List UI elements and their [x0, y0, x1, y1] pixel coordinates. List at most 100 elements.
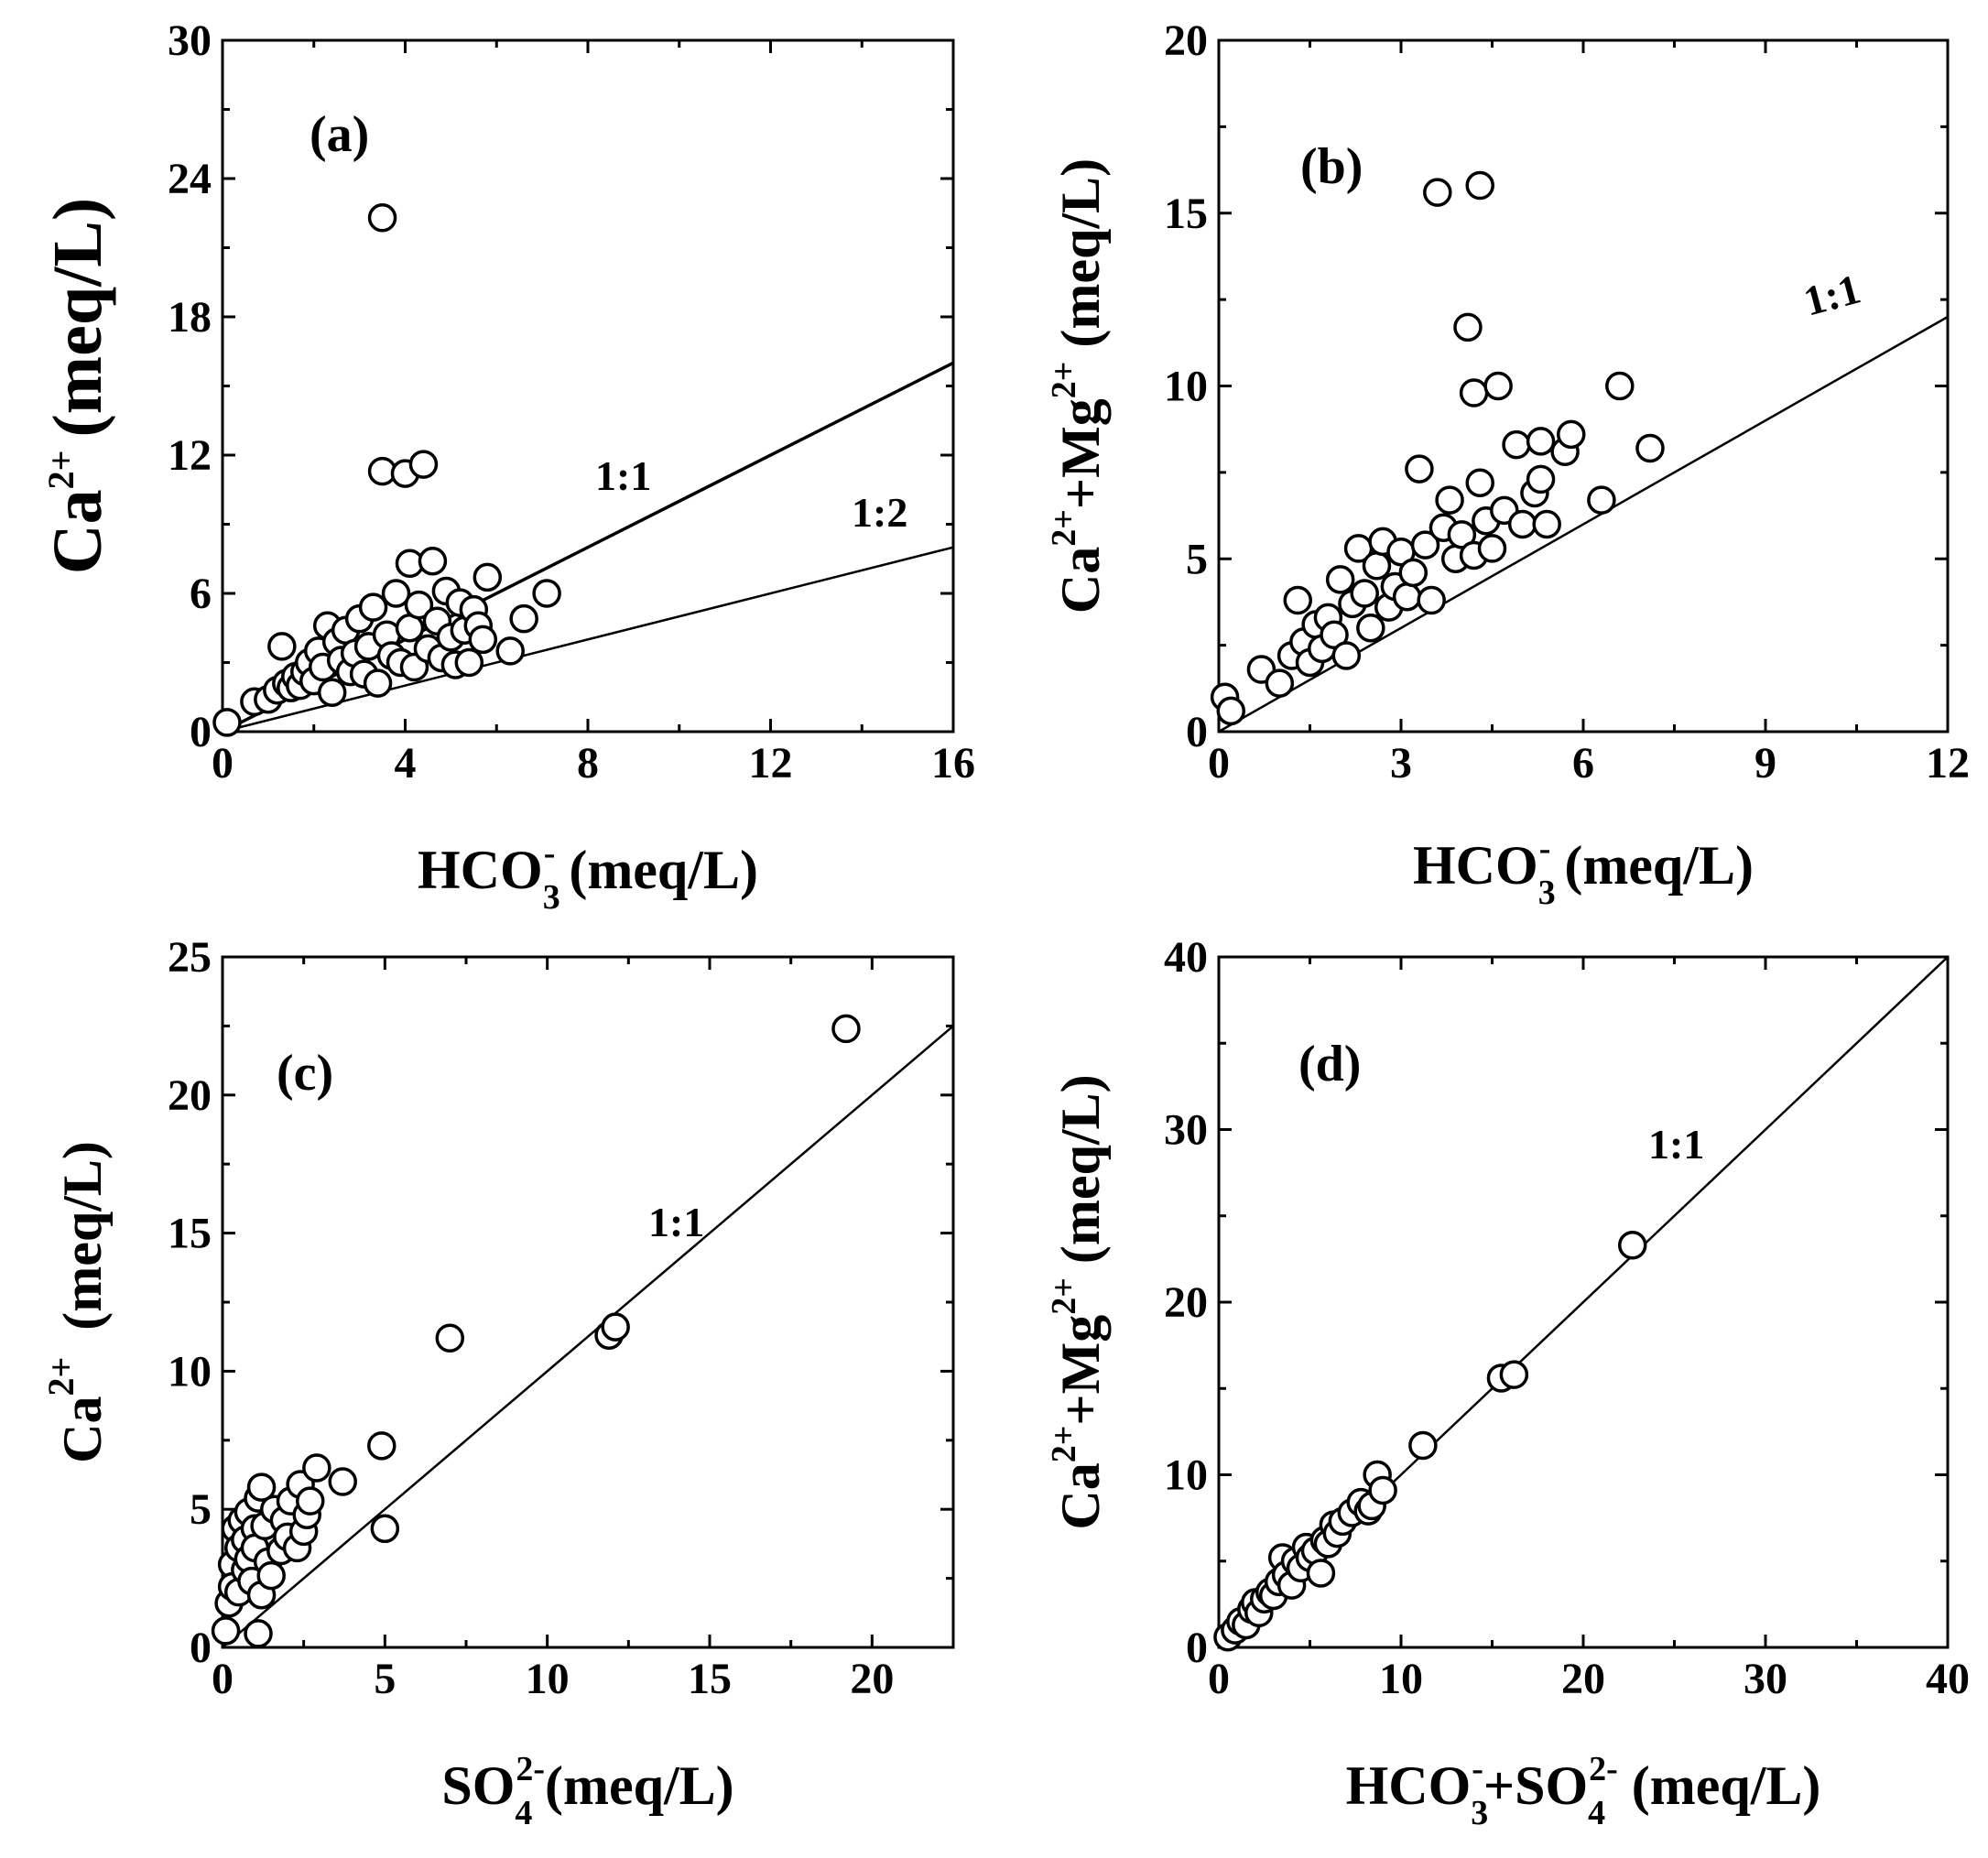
data-point: [244, 1619, 273, 1648]
data-point: [1605, 371, 1635, 401]
panel-label: (d): [1298, 1036, 1361, 1092]
data-point: [454, 647, 484, 678]
data-point: [1635, 433, 1665, 463]
data-point: [1423, 178, 1452, 207]
y-tick-label: 0: [190, 1624, 212, 1672]
x-tick-label: 20: [850, 1655, 894, 1703]
data-point: [831, 1014, 861, 1044]
data-point: [367, 1431, 397, 1461]
data-point: [532, 579, 561, 608]
x-tick-label: 3: [1390, 739, 1412, 788]
y-tick-label: 6: [190, 570, 212, 618]
data-point: [1459, 378, 1489, 407]
data-point: [246, 1472, 277, 1502]
data-point: [370, 1514, 400, 1544]
y-tick-label: 5: [190, 1485, 212, 1534]
y-tick-label: 0: [190, 708, 212, 756]
data-point: [317, 678, 347, 707]
panel-label: (a): [310, 106, 369, 163]
data-point: [1507, 509, 1537, 539]
y-tick-label: 20: [1164, 1278, 1208, 1327]
data-point: [1325, 565, 1355, 594]
y-axis-title: Ca2+(meq/L): [39, 198, 116, 574]
ref-line-1-1: [223, 1025, 953, 1647]
data-point: [495, 636, 525, 666]
y-tick-label: 30: [1164, 1106, 1208, 1155]
y-axis-title: Ca2++Mg2+ (meq/L): [1045, 1074, 1111, 1529]
x-tick-label: 6: [1572, 739, 1594, 788]
y-tick-label: 24: [168, 155, 212, 203]
data-point: [1526, 464, 1556, 494]
data-point: [1350, 579, 1379, 608]
x-tick-label: 40: [1926, 1655, 1970, 1703]
data-point: [1405, 454, 1434, 484]
y-axis-title: Ca2++Mg2+ (meq/L): [1045, 158, 1111, 614]
x-tick-label: 4: [395, 739, 417, 788]
x-tick-label: 0: [212, 1655, 234, 1703]
x-tick-label: 5: [374, 1655, 396, 1703]
data-point: [1465, 170, 1494, 201]
ref-line-label: 1:2: [852, 489, 907, 536]
y-tick-label: 18: [168, 293, 212, 342]
data-point: [1556, 419, 1586, 450]
y-tick-label: 15: [1164, 190, 1208, 238]
x-tick-label: 16: [931, 739, 975, 788]
data-point: [1435, 485, 1464, 515]
data-point: [302, 1453, 331, 1483]
data-point: [1283, 585, 1312, 615]
data-point: [1447, 520, 1477, 549]
y-tick-label: 10: [1164, 1451, 1208, 1500]
panel-d: 1:1 0 10 20 30 40 0 10 20 30 40 (d) HCO3-+SO42- (meq…: [1045, 933, 1970, 1832]
y-tick-label: 0: [1186, 708, 1208, 756]
data-point: [1392, 582, 1422, 612]
y-tick-label: 40: [1164, 933, 1208, 982]
data-point: [1362, 551, 1392, 581]
data-point: [1216, 696, 1246, 726]
data-point: [381, 579, 411, 608]
x-tick-label: 0: [1208, 739, 1230, 788]
data-point: [1417, 585, 1446, 615]
data-point: [363, 668, 393, 698]
y-tick-label: 12: [168, 431, 212, 480]
data-point: [1331, 641, 1362, 670]
x-tick-label: 20: [1561, 1655, 1605, 1703]
x-tick-label: 0: [1208, 1655, 1230, 1703]
data-point: [211, 1616, 241, 1646]
data-point: [1453, 312, 1483, 342]
data-point: [1532, 509, 1561, 539]
y-tick-label: 15: [168, 1210, 212, 1258]
x-tick-label: 30: [1744, 1655, 1787, 1703]
x-tick-label: 8: [577, 739, 599, 788]
ref-line-label: 1:1: [1798, 266, 1864, 325]
data-point: [1265, 668, 1295, 698]
panel-label: (b): [1300, 138, 1363, 195]
data-point: [1477, 534, 1507, 563]
data-point: [1499, 1360, 1529, 1389]
x-tick-label: 9: [1754, 739, 1776, 788]
data-point: [1617, 1231, 1647, 1260]
data-point: [1526, 427, 1556, 456]
x-tick-label: 0: [212, 739, 234, 788]
y-tick-label: 20: [1164, 16, 1208, 65]
data-point: [473, 562, 503, 592]
data-point: [1306, 1559, 1336, 1588]
x-axis-title: HCO3- (meq/L): [418, 834, 758, 917]
x-tick-label: 15: [688, 1655, 732, 1703]
x-axis-title: SO42-(meq/L): [441, 1750, 733, 1832]
y-tick-label: 5: [1186, 535, 1208, 583]
y-tick-label: 10: [1164, 363, 1208, 411]
data-point: [1465, 468, 1494, 497]
data-point: [435, 1323, 465, 1353]
x-axis-title: HCO3- (meq/L): [1413, 830, 1754, 912]
x-tick-label: 10: [526, 1655, 570, 1703]
panel-b: 1:1 0 3 6 9 12 0 5 10 15 20 (b) HCO3- (meq/L) Ca2++Mg…: [1045, 16, 1970, 912]
data-point: [267, 632, 297, 661]
ref-line-1-1: [1219, 315, 1948, 732]
ref-line-label: 1:1: [648, 1199, 704, 1245]
y-tick-label: 20: [168, 1071, 212, 1120]
y-tick-label: 0: [1186, 1624, 1208, 1672]
ref-line-label: 1:1: [1648, 1121, 1704, 1168]
data-point: [328, 1467, 357, 1496]
data-point: [509, 603, 538, 634]
